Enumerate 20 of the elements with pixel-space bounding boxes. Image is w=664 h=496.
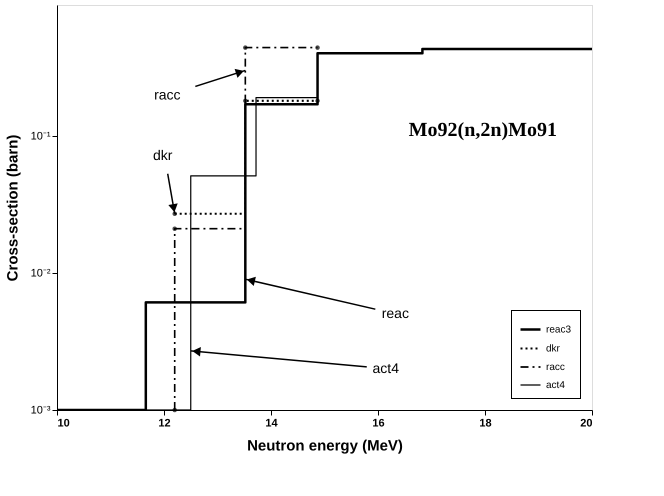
y-axis-title: Cross-section (barn) xyxy=(4,134,22,282)
x-tick-label: 12 xyxy=(158,418,171,430)
x-axis-title: Neutron energy (MeV) xyxy=(247,438,403,454)
legend-label: reac3 xyxy=(546,324,572,336)
y-tick-label: 10⁻² xyxy=(30,267,51,280)
y-tick-label: 10⁻¹ xyxy=(30,130,51,142)
y-tick-label: 10⁻³ xyxy=(30,404,51,416)
annotation: act4 xyxy=(372,360,400,376)
x-tick-label: 18 xyxy=(479,418,492,430)
annotation: reac xyxy=(382,305,409,322)
legend-label: act4 xyxy=(546,380,566,391)
annotation: dkr xyxy=(152,146,173,163)
x-tick-label: 10 xyxy=(58,418,70,430)
x-tick-label: 20 xyxy=(580,418,592,430)
legend-label: dkr xyxy=(546,344,561,354)
x-tick-label: 14 xyxy=(265,418,278,430)
text: Mo92(n,2n)Mo91 xyxy=(408,119,557,141)
legend-label: racc xyxy=(546,362,565,373)
annotation: racc xyxy=(154,86,181,102)
x-tick-label: 16 xyxy=(372,418,385,430)
